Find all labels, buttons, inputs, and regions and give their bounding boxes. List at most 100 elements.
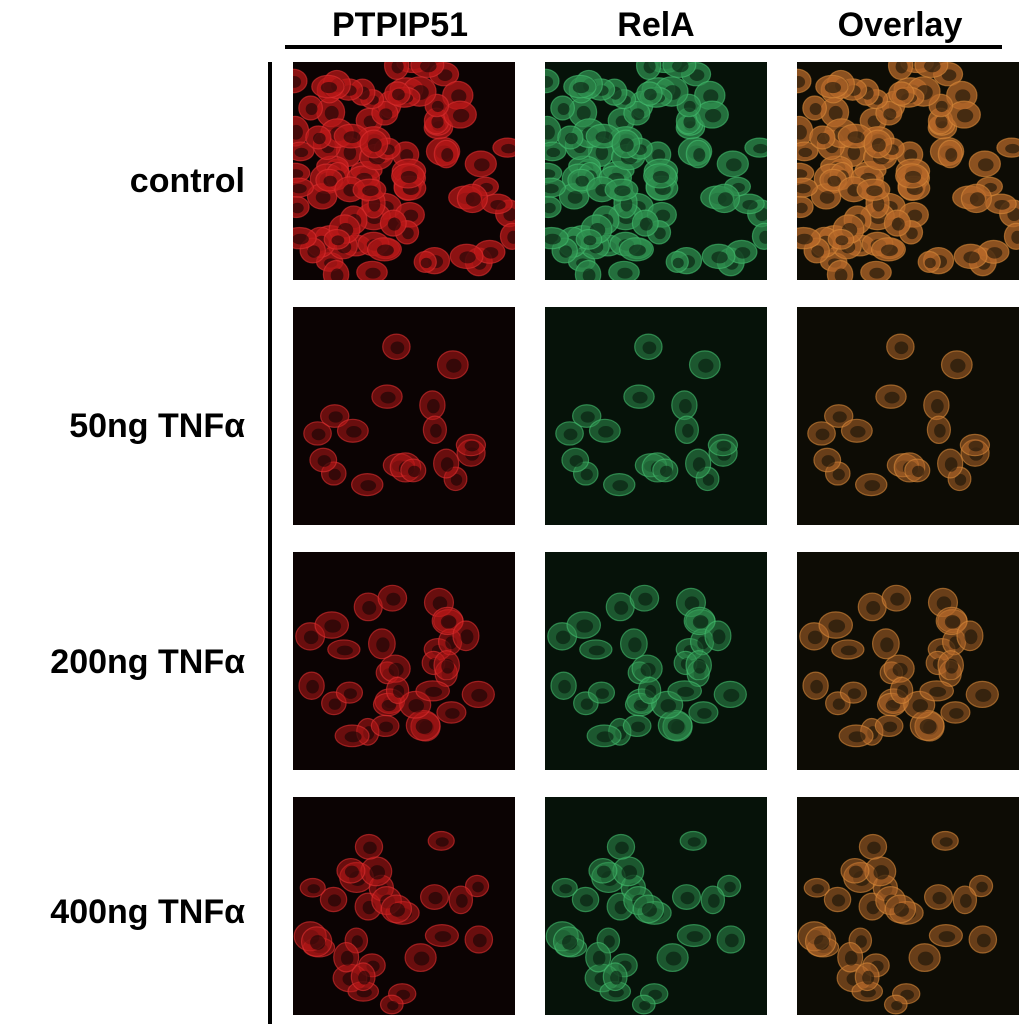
micrograph [545,552,767,770]
nucleus [293,76,302,88]
nucleus [427,399,440,414]
micrograph [545,62,767,280]
nucleus [960,893,972,908]
nucleus [698,358,714,373]
nucleus [969,192,985,207]
micrograph [545,797,767,1015]
nucleus [580,698,593,710]
nucleus [652,170,670,183]
nucleus [559,884,573,894]
nucleus [557,102,570,115]
micrograph [293,552,515,770]
nucleus [797,183,811,194]
micrograph [293,797,515,1015]
nucleus [507,230,515,244]
cells [303,333,487,497]
nucleus [340,950,354,966]
cells [797,830,998,1015]
nucleus [328,698,341,710]
nucleus [831,894,846,907]
nucleus [893,902,909,917]
row-label: control [130,162,245,200]
nucleus [595,131,613,144]
nucleus [327,894,342,907]
nucleus [392,88,405,101]
nucleus [472,881,484,893]
nucleus [847,131,865,144]
nucleus [821,455,835,467]
nucleus [686,931,704,943]
nucleus [824,81,842,94]
nucleus [391,62,404,74]
nucleus [583,235,597,246]
nucleus [567,191,583,204]
nucleus [632,391,648,404]
nucleus [344,731,362,743]
nucleus [306,679,319,694]
nucleus [472,933,487,948]
nucleus [420,62,437,73]
nucleus [873,865,889,880]
nucleus [944,457,958,472]
nucleus [323,175,337,187]
nucleus [939,837,953,847]
nucleus [1011,230,1019,244]
nucleus [303,630,319,645]
nucleus [917,951,934,966]
nucleus [814,935,830,950]
cells [545,830,746,1015]
nucleus [369,865,385,880]
nucleus [576,619,594,633]
nucleus [596,865,611,878]
nucleus [614,185,631,197]
nucleus [430,423,442,438]
nucleus [558,679,571,694]
nucleus [307,245,321,258]
nucleus [895,62,908,74]
nucleus [456,893,468,908]
nucleus [390,341,405,355]
nucleus [938,931,956,943]
nucleus [595,688,609,699]
nucleus [683,115,696,129]
nucleus [692,615,709,629]
nucleus [936,596,952,611]
nucleus [381,699,397,712]
nucleus [641,902,657,917]
nucleus [667,718,685,734]
nucleus [907,209,923,222]
micrograph [797,62,1019,280]
nucleus [692,457,706,472]
nucleus [572,81,590,94]
nucleus [639,217,653,231]
nucleus [976,933,991,948]
nucleus [474,158,490,172]
nucleus [975,688,992,702]
nucleus [840,645,857,656]
nucleus [978,158,994,172]
nucleus [440,457,454,472]
nucleus [441,658,455,674]
nucleus [592,950,606,966]
nucleus [377,244,394,257]
nucleus [896,88,909,101]
nucleus [885,699,901,712]
nucleus [317,455,331,467]
nucleus [464,440,480,452]
nucleus [956,108,974,123]
nucleus [742,199,758,210]
nucleus [844,950,858,966]
nucleus [362,185,379,197]
nucleus [379,721,394,733]
nucleus [588,645,605,656]
nucleus [293,124,303,140]
nucleus [723,688,740,702]
nucleus [847,688,861,699]
nucleus [451,89,467,104]
nucleus [932,891,947,905]
nucleus [797,124,807,140]
micrograph [797,797,1019,1015]
nucleus [679,399,692,414]
nucleus [413,951,430,966]
cells [797,62,1019,280]
